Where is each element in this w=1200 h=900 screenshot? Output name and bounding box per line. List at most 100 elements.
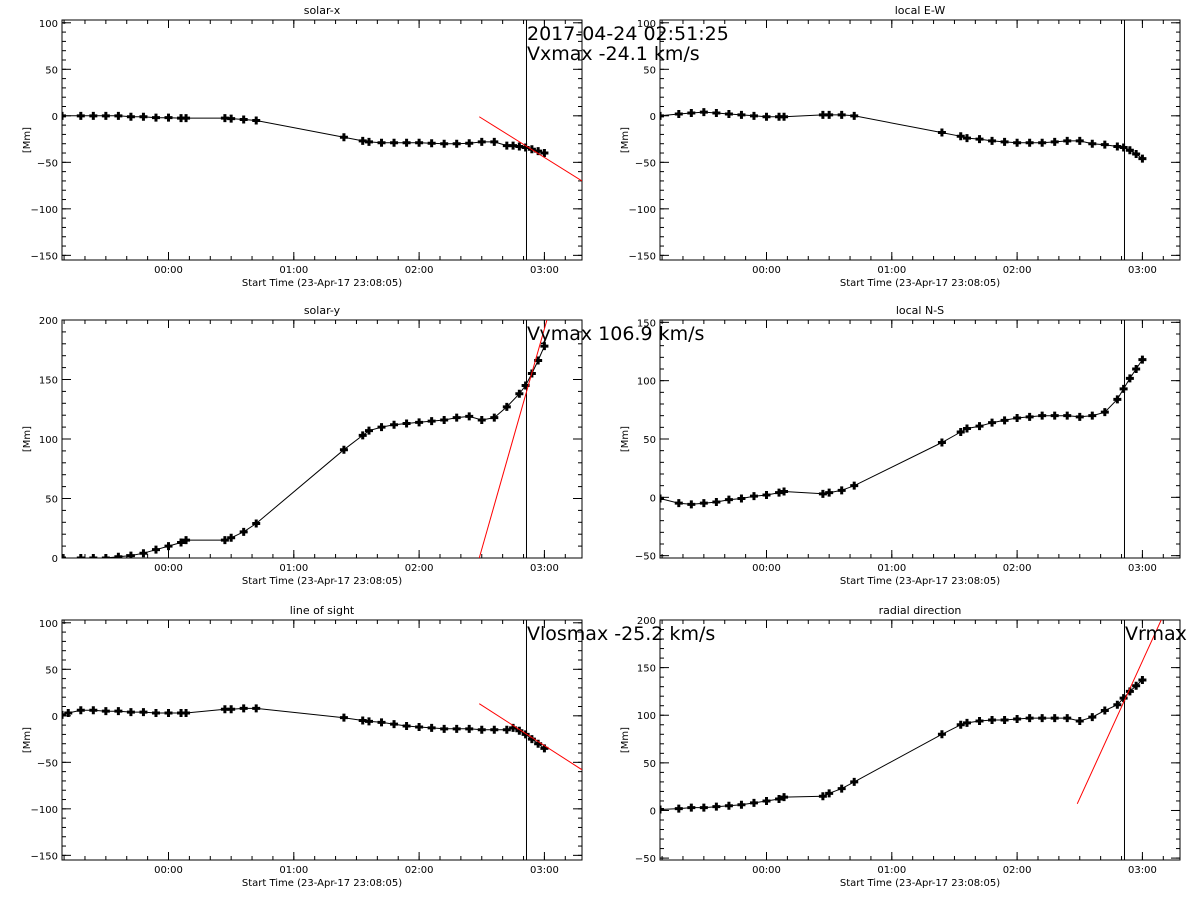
panel-6-y-tick-label: 0 — [650, 806, 656, 817]
panel-6-data-point — [937, 730, 946, 739]
panel-6-series-line — [660, 679, 1143, 810]
panel-6-data-point — [674, 804, 683, 813]
panel-1-data-point — [126, 112, 135, 121]
panel-4-data-point — [1119, 384, 1128, 393]
panel-6-data-point — [762, 796, 771, 805]
panel-3-data-point — [465, 412, 474, 421]
panel-5-data-point — [239, 704, 248, 713]
panel-4-data-point — [1113, 395, 1122, 404]
panel-3-fit-line — [478, 320, 548, 558]
panel-6-data-point — [724, 801, 733, 810]
panel-2-data-point — [850, 111, 859, 120]
panel-1-data-point — [390, 138, 399, 147]
panel-2-data-point — [687, 109, 696, 118]
panel-4-x-tick-label: 03:00 — [1128, 563, 1157, 574]
panel-3-annotation: Vymax 106.9 km/s — [527, 323, 704, 345]
panel-2-data-point — [1038, 138, 1047, 147]
panel-2-data-point — [1000, 137, 1009, 146]
panel-2-data-point — [674, 109, 683, 118]
panel-2-data-point — [762, 112, 771, 121]
panel-4-data-point — [937, 438, 946, 447]
panel-3-data-point — [390, 420, 399, 429]
panel-3-data-point — [427, 417, 436, 426]
panel-1-data-point — [452, 139, 461, 148]
panel-6-x-tick-label: 01:00 — [877, 865, 906, 876]
panel-1-data-point — [62, 111, 66, 120]
panel-4-data-point — [962, 424, 971, 433]
panel-5-x-tick-label: 01:00 — [279, 865, 308, 876]
panel-4-data-point — [1138, 355, 1147, 364]
panel-2-data-point — [937, 128, 946, 137]
panel-6-data-point — [825, 789, 834, 798]
panel-6-fit-line — [1076, 620, 1162, 805]
panel-1-data-point — [89, 111, 98, 120]
panel-3-data-point — [151, 545, 160, 554]
panel-2-data-point — [837, 110, 846, 119]
panel-6-data-point — [975, 716, 984, 725]
panel-4-y-tick-label: 0 — [650, 493, 656, 504]
panel-4-x-tick-label: 00:00 — [752, 563, 781, 574]
panel-1-x-tick-label: 03:00 — [530, 265, 559, 276]
panel-2-data-point — [699, 108, 708, 117]
panel-4-x-axis-label: Start Time (23-Apr-17 23:08:05) — [840, 576, 1000, 587]
panel-4-data-point — [1025, 412, 1034, 421]
panel-5-data-point — [377, 718, 386, 727]
panel-3-y-tick-label: 50 — [45, 495, 58, 506]
panel-4-frame — [659, 319, 1181, 559]
panel-1-data-point — [364, 137, 373, 146]
panel-5-data-point — [490, 725, 499, 734]
panel-3-data-point — [227, 533, 236, 542]
panel-1-data-point — [76, 111, 85, 120]
panel-1-y-tick-label: 100 — [39, 19, 58, 30]
panel-4-x-tick-label: 01:00 — [877, 563, 906, 574]
panel-5-y-tick-label: 100 — [39, 619, 58, 630]
panel-3-data-point — [101, 554, 110, 558]
panel-6-data-point — [1119, 694, 1128, 703]
panel-1-frame — [61, 19, 583, 261]
panel-2-data-point — [1013, 138, 1022, 147]
panel-4-data-point — [724, 495, 733, 504]
panel-5-y-tick-label: −50 — [37, 758, 58, 769]
panel-6-data-point — [660, 805, 664, 814]
panel-3-data-point — [62, 554, 66, 558]
panel-2-data-point — [1132, 149, 1141, 158]
panel-6-x-tick-label: 03:00 — [1128, 865, 1157, 876]
panel-1-x-axis-label: Start Time (23-Apr-17 23:08:05) — [242, 278, 402, 289]
panel-1-x-tick-label: 00:00 — [154, 265, 183, 276]
panel-6-data-point — [1113, 700, 1122, 709]
panel-2-y-axis-label: [Mm] — [620, 127, 631, 153]
panel-1-y-tick-label: 0 — [52, 112, 58, 123]
panel-3-data-point — [502, 402, 511, 411]
panel-1-data-point — [465, 139, 474, 148]
panel-3-x-tick-label: 00:00 — [154, 563, 183, 574]
panel-3-data-point — [126, 551, 135, 558]
panel-1-data-point — [377, 138, 386, 147]
panel-1-series-line — [62, 115, 545, 154]
panel-2-data-point — [1119, 143, 1128, 152]
panel-1-y-tick-label: −100 — [31, 205, 58, 216]
panel-5-y-axis-label: [Mm] — [22, 727, 33, 753]
panel-1-data-point — [114, 111, 123, 120]
panel-2-x-tick-label: 02:00 — [1003, 265, 1032, 276]
panel-5-data-point — [139, 708, 148, 717]
panel-4-data-point — [1075, 412, 1084, 421]
panel-6-data-point — [1000, 716, 1009, 724]
panel-2-data-point — [1050, 137, 1059, 146]
panel-6-x-axis-label: Start Time (23-Apr-17 23:08:05) — [840, 878, 1000, 889]
panel-1-data-point — [227, 114, 236, 123]
panel-5-data-point — [101, 707, 110, 716]
panel-1-data-point — [101, 111, 110, 120]
panel-5-data-point — [390, 720, 399, 729]
panel-4-data-point — [712, 498, 721, 506]
panel-2-series-line — [660, 111, 1143, 160]
panel-1-annotation: Vxmax -24.1 km/s — [527, 43, 700, 65]
panel-2-data-point — [712, 109, 721, 118]
panel-4-data-point — [837, 486, 846, 495]
panel-3-data-point — [339, 445, 348, 454]
panel-3-x-tick-label: 01:00 — [279, 563, 308, 574]
panel-1-fit-line — [478, 116, 582, 182]
panel-4-data-point — [1000, 416, 1009, 425]
panel-3-data-point — [89, 554, 98, 558]
panel-4-y-tick-label: 100 — [637, 377, 656, 388]
panel-1-data-point — [402, 138, 411, 147]
